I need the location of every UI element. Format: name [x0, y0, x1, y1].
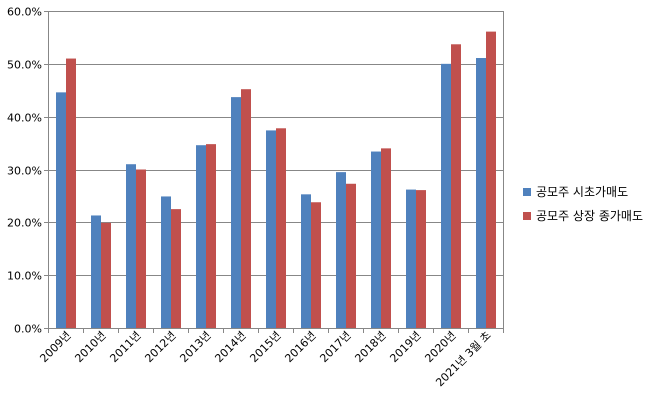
legend-swatch [523, 188, 531, 196]
x-tick-label: 2009년 [37, 329, 73, 365]
bar [346, 183, 356, 328]
bar [136, 169, 146, 328]
y-tick-label: 30.0% [7, 165, 42, 178]
x-tick-label: 2011년 [107, 329, 143, 365]
bar [56, 92, 66, 328]
bar [451, 44, 461, 328]
x-tick-label: 2014년 [212, 329, 248, 365]
x-tick-label: 2013년 [177, 329, 213, 365]
bar [486, 31, 496, 328]
bar [381, 148, 391, 328]
y-tick-label: 0.0% [14, 323, 42, 336]
x-tick-label: 2016년 [282, 329, 318, 365]
y-axis-tick-labels: 0.0% 10.0% 20.0% 30.0% 40.0% 50.0% 60.0% [7, 6, 42, 336]
bar [371, 151, 381, 328]
y-tick-label: 40.0% [7, 112, 42, 125]
legend-swatch [523, 212, 531, 220]
y-tick-label: 10.0% [7, 270, 42, 283]
bar [126, 164, 136, 328]
bar [441, 63, 451, 328]
x-tick-label: 2015년 [247, 329, 283, 365]
bar [276, 128, 286, 328]
y-tick-label: 20.0% [7, 217, 42, 230]
bar [91, 215, 101, 328]
bar [161, 196, 171, 328]
x-tick-label: 2018년 [352, 329, 388, 365]
x-axis-tick-labels: 2009년2010년2011년2012년2013년2014년2015년2016년… [37, 329, 493, 389]
bar [66, 58, 76, 329]
bar [301, 194, 311, 328]
bar [406, 189, 416, 328]
bar [416, 190, 426, 328]
y-tick-label: 50.0% [7, 59, 42, 72]
bar [196, 145, 206, 328]
axes [48, 11, 504, 333]
bars [56, 31, 496, 329]
x-tick-label: 2012년 [142, 329, 178, 365]
x-tick-label: 2010년 [72, 329, 108, 365]
bar [336, 172, 346, 328]
legend-label: 공모주 시초가매도 [536, 185, 628, 199]
bar [311, 202, 321, 328]
bar [101, 222, 111, 328]
bar [171, 209, 181, 328]
x-tick-label: 2017년 [317, 329, 353, 365]
bar [476, 58, 486, 328]
bar [206, 144, 216, 328]
legend-label: 공모주 상장 종가매도 [536, 209, 643, 223]
x-tick-label: 2019년 [387, 329, 423, 365]
bar [266, 130, 276, 328]
bar [231, 97, 241, 328]
y-tick-label: 60.0% [7, 6, 42, 19]
bar [241, 89, 251, 329]
